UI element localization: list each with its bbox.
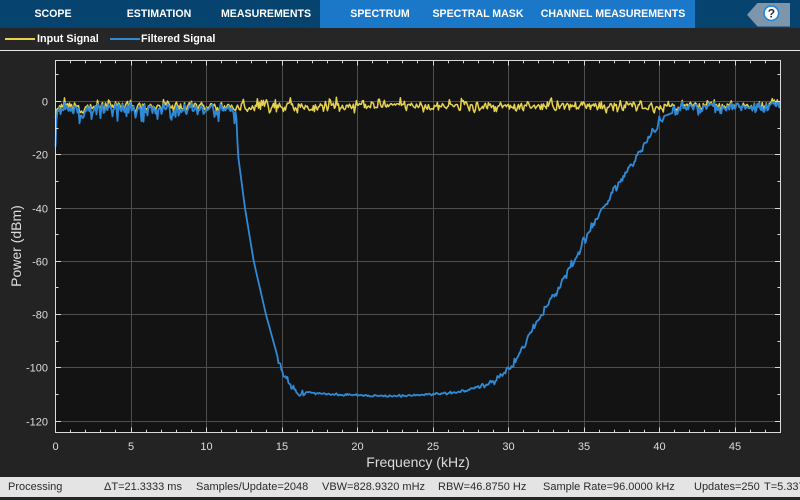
svg-text:-20: -20 <box>32 149 48 161</box>
svg-text:0: 0 <box>52 441 58 453</box>
svg-text:30: 30 <box>502 441 514 453</box>
svg-text:10: 10 <box>200 441 212 453</box>
svg-text:0: 0 <box>42 96 48 108</box>
svg-text:-100: -100 <box>26 362 48 374</box>
svg-text:35: 35 <box>578 441 590 453</box>
svg-text:40: 40 <box>653 441 665 453</box>
svg-text:-80: -80 <box>32 309 48 321</box>
svg-text:45: 45 <box>729 441 741 453</box>
svg-text:25: 25 <box>427 441 439 453</box>
svg-text:5: 5 <box>128 441 134 453</box>
svg-text:Power (dBm): Power (dBm) <box>8 205 24 287</box>
svg-text:20: 20 <box>351 441 363 453</box>
svg-text:-120: -120 <box>26 416 48 428</box>
svg-text:-40: -40 <box>32 203 48 215</box>
svg-text:Frequency (kHz): Frequency (kHz) <box>366 454 469 470</box>
svg-text:15: 15 <box>276 441 288 453</box>
svg-text:-60: -60 <box>32 256 48 268</box>
svg-text:?: ? <box>768 7 775 21</box>
